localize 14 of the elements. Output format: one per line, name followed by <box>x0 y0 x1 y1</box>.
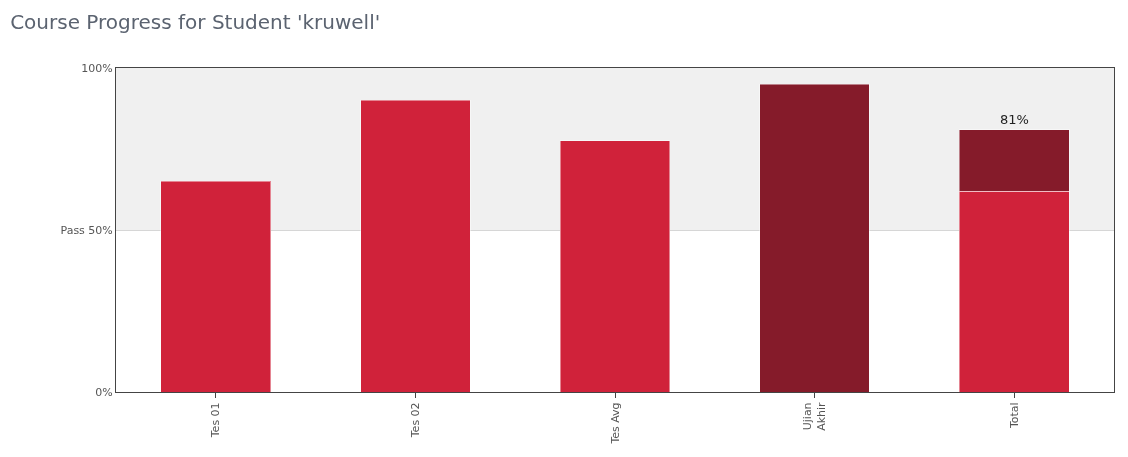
total-label: 81% <box>1000 112 1029 127</box>
y-tick-label: 0% <box>95 385 113 399</box>
bar <box>360 99 471 392</box>
bar <box>559 140 671 392</box>
y-tick-label: 100% <box>81 61 113 75</box>
chart-title: Course Progress for Student 'kruwell' <box>10 10 381 34</box>
x-tick-label: Ujian Akhir <box>801 401 829 431</box>
x-tick-label: Tes 01 <box>209 402 223 439</box>
bar <box>759 83 870 392</box>
bar <box>160 180 272 392</box>
x-tick-label: Total <box>1007 402 1021 430</box>
x-tick-label: Tes Avg <box>608 402 622 445</box>
x-tick-label: Tes 02 <box>408 402 422 439</box>
y-tick-label: Pass 50% <box>60 223 113 237</box>
